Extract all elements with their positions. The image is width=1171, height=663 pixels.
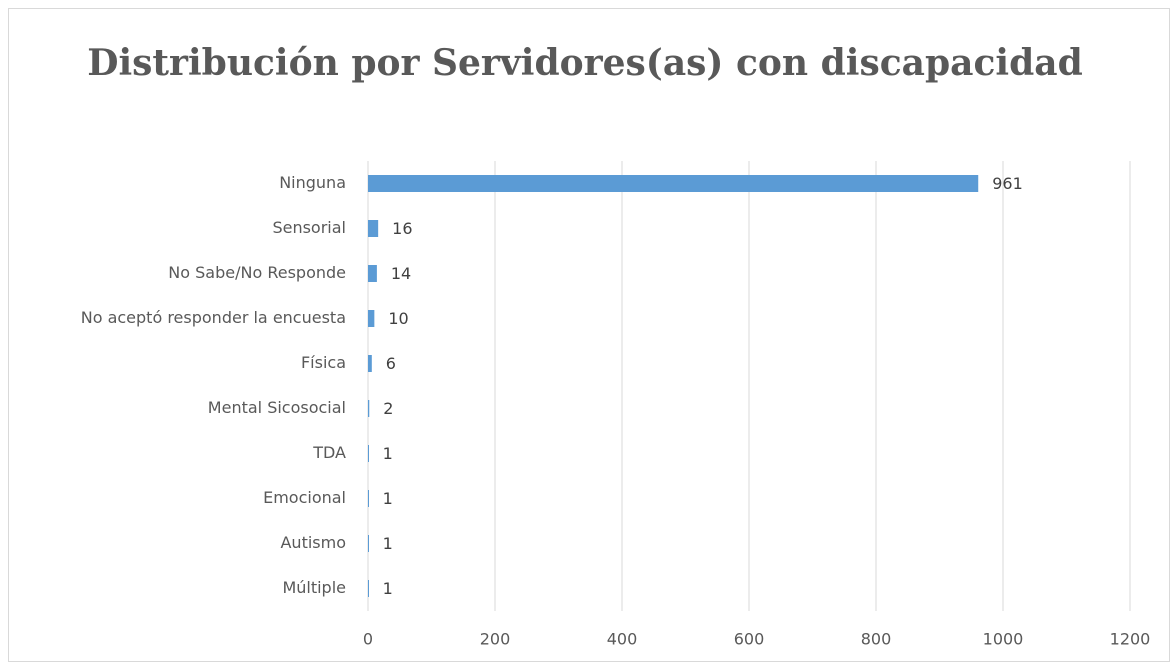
bar (368, 535, 369, 552)
x-tick-label: 800 (861, 630, 892, 649)
x-tick-label: 1000 (983, 630, 1024, 649)
data-label: 1 (383, 579, 393, 598)
data-label: 961 (992, 174, 1023, 193)
bar (368, 175, 979, 192)
x-tick-label: 200 (480, 630, 511, 649)
y-tick-label: Sensorial (272, 218, 346, 237)
bar (368, 400, 370, 417)
data-label: 6 (386, 354, 396, 373)
y-tick-label: Autismo (280, 533, 346, 552)
x-tick-label: 400 (607, 630, 638, 649)
data-label: 14 (391, 264, 411, 283)
data-label: 1 (383, 534, 393, 553)
data-label: 2 (383, 399, 393, 418)
bar (368, 580, 369, 597)
data-label: 10 (388, 309, 408, 328)
bar (368, 355, 372, 372)
data-label: 1 (383, 444, 393, 463)
bar (368, 220, 379, 237)
data-label: 1 (383, 489, 393, 508)
y-tick-label: Emocional (263, 488, 346, 507)
bar (368, 445, 369, 462)
bar (368, 490, 369, 507)
y-tick-label: Múltiple (282, 578, 346, 597)
bar (368, 310, 375, 327)
x-tick-label: 0 (363, 630, 373, 649)
y-tick-label: TDA (312, 443, 346, 462)
x-tick-label: 1200 (1110, 630, 1151, 649)
y-tick-label: Mental Sicosocial (208, 398, 346, 417)
y-tick-label: No aceptó responder la encuesta (81, 308, 346, 327)
chart-title: Distribución por Servidores(as) con disc… (87, 42, 1083, 84)
x-tick-label: 600 (734, 630, 765, 649)
y-tick-label: Ninguna (279, 173, 346, 192)
y-tick-label: No Sabe/No Responde (168, 263, 346, 282)
bar (368, 265, 377, 282)
data-label: 16 (392, 219, 412, 238)
chart-border (8, 8, 1170, 662)
y-tick-label: Física (301, 353, 346, 372)
